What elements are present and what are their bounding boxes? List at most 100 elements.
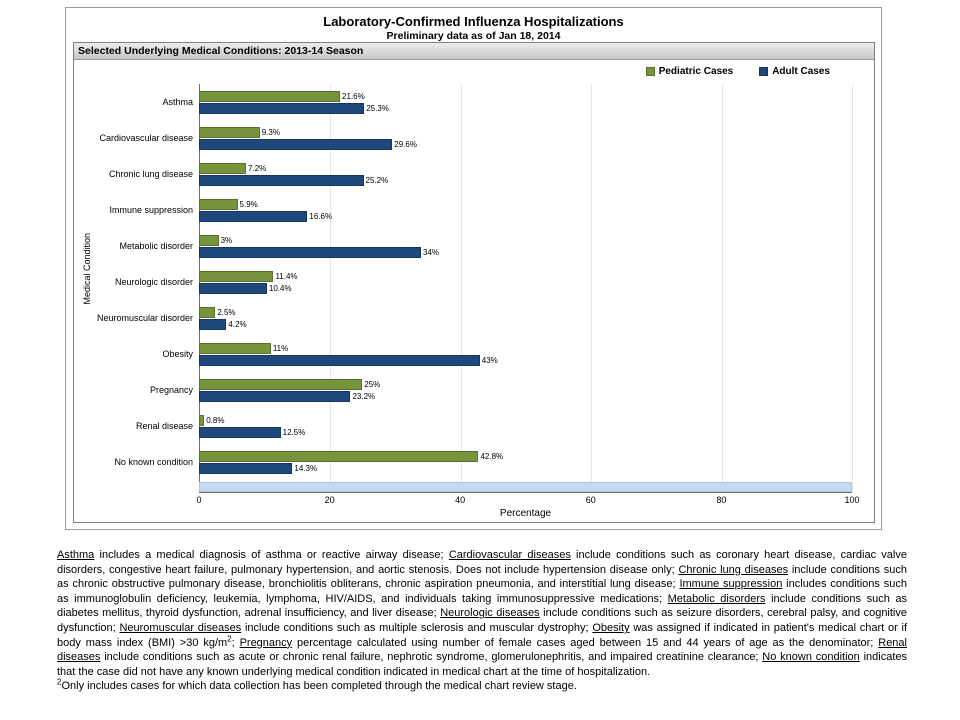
footnote-term: Cardiovascular diseases [448,549,571,561]
bar-line: 11.4% [199,270,852,282]
bar-value-label: 5.9% [239,199,258,209]
bar-group: 0.8% 12.5% [199,414,852,438]
gridline [591,84,593,492]
bar-value-label: 3% [220,235,233,245]
bar-value-label: 14.3% [294,463,318,473]
bar-line: 42.8% [199,450,852,462]
bar-group: 5.9% 16.6% [199,198,852,222]
bar [199,318,227,330]
category-label: Renal disease [135,421,193,431]
x-axis-title: Percentage [499,508,552,519]
bar-line: 4.2% [199,318,852,330]
bar-value-label: 4.2% [228,319,247,329]
bar [199,102,365,114]
footnote-term: Pregnancy [239,636,293,649]
footnote-text-segment: Only includes cases for which data colle… [61,680,577,693]
bar [199,126,260,138]
gridline [460,84,462,492]
bar-value-label: 12.5% [282,427,306,437]
bar [199,354,480,366]
bar-group: 7.2% 25.2% [199,162,852,186]
bar [199,306,216,318]
footnote-text-segment: ; [231,636,240,649]
category-row: Obesity 11% 43% [74,336,852,372]
category-label: Pregnancy [149,385,193,395]
bar [199,426,281,438]
bar [199,282,267,294]
bar-group: 42.8% 14.3% [199,450,852,474]
legend-swatch-icon [645,66,655,76]
plot-area: Asthma 21.6% 25.3% Cardiovascular disease 9.… [74,84,860,519]
bar-value-label: 16.6% [309,211,333,221]
category-label: Immune suppression [109,205,193,215]
bar-line: 11% [199,342,852,354]
bar-value-label: 7.2% [248,163,267,173]
category-label: Neuromuscular disorder [96,313,193,323]
bar-group: 9.3% 29.6% [199,126,852,150]
legend-label: Adult Cases [772,65,830,77]
bar-value-label: 11.4% [275,271,298,281]
axis-spacer [74,508,199,519]
bar-value-label: 25.3% [366,103,389,113]
bar-value-label: 2.5% [217,307,236,317]
chart-container: Laboratory-Confirmed Influenza Hospitali… [65,7,882,530]
x-axis-ticks: 0 20 40 60 80 100 [74,493,859,506]
footnote-term: Immune suppression [679,578,783,591]
bar-value-label: 42.8% [480,451,504,461]
bar-line: 25% [199,378,852,390]
footnote-term: Neuromuscular diseases [119,621,242,634]
footnote-text-segment: include conditions such as seizure disor… [57,607,907,634]
footnote-text-segment: 2 [57,677,62,687]
footnote-text-segment: indicates that the case did not have any… [57,651,907,678]
category-row: Cardiovascular disease 9.3% 29.6% [74,120,852,156]
category-row: Renal disease 0.8% 12.5% [74,408,852,444]
footnote-term: Obesity [592,621,630,634]
footnote-text-segment: 2 [227,633,232,643]
bar [199,246,422,258]
footnote-term: Neurologic diseases [440,607,540,620]
bar-line: 23.2% [199,390,852,402]
category-row: Chronic lung disease 7.2% 25.2% [74,156,852,192]
bar [199,234,219,246]
bar [199,390,351,402]
footnote-text-segment: was assigned if indicated in patient's m… [57,621,908,649]
chart-subtitle: Preliminary data as of Jan 18, 2014 [386,30,561,42]
bar-line: 14.3% [199,462,852,474]
bar-value-label: 21.6% [342,91,365,101]
x-tick-area: 0 20 40 60 80 100 [196,493,859,506]
category-label: Obesity [162,349,193,359]
category-label: Chronic lung disease [108,169,193,179]
bar [199,414,205,426]
bar [199,378,363,390]
bar [199,450,479,462]
category-row: Neurologic disorder 11.4% 10.4% [74,264,852,300]
category-label: Neurologic disorder [114,277,193,287]
bar [199,198,238,210]
footnote-term: Metabolic disorders [667,592,766,605]
bar-group: 21.6% 25.3% [199,90,852,114]
footnote-term: Renal diseases [57,636,907,664]
bar [199,270,274,282]
bar-value-label: 9.3% [261,127,280,137]
category-row: Asthma 21.6% 25.3% [74,84,852,120]
bar-group: 2.5% 4.2% [199,306,852,330]
legend-swatch-icon [759,66,769,76]
footnote-text-segment: include conditions such as multiple scle… [241,621,593,634]
gridline [721,84,723,492]
legend-item: Adult Cases [759,66,830,77]
category-row: Neuromuscular disorder 2.5% 4.2% [74,300,852,336]
footnote-term: No known condition [762,651,860,664]
bar-value-label: 29.6% [394,139,417,149]
gridline [852,84,853,492]
bar [199,138,393,150]
bar-value-label: 11% [272,343,289,353]
category-label: Asthma [162,97,193,107]
footnote-text-segment: include conditions such as chronic obstr… [57,563,907,591]
bar-value-label: 25% [364,379,381,389]
bar-line: 25.2% [199,174,852,186]
footnote-2: 2Only includes cases for which data coll… [57,677,907,694]
bar-line: 9.3% [199,126,852,138]
footnote-text-segment: includes a medical diagnosis of asthma o… [94,549,449,561]
bar-value-label: 34% [423,247,440,257]
